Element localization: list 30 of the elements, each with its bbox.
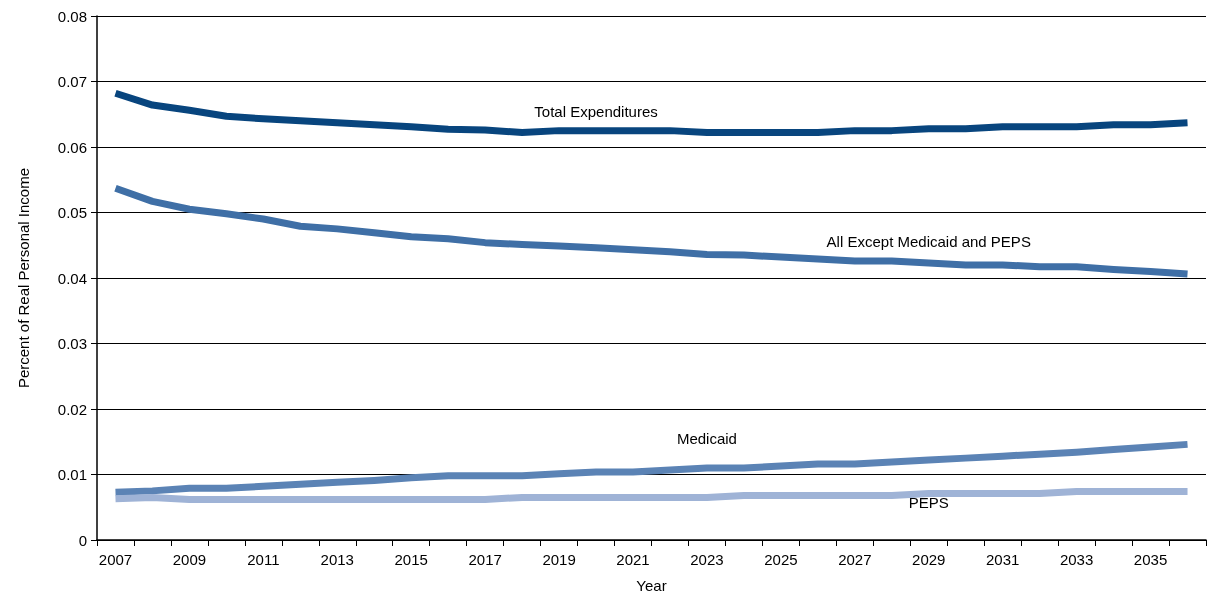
x-tick-label: 2013 bbox=[320, 551, 354, 568]
y-tick-label: 0.06 bbox=[57, 138, 87, 156]
x-tick-label: 2027 bbox=[838, 551, 872, 568]
x-tick-label: 2023 bbox=[690, 551, 724, 568]
x-tick-label: 2021 bbox=[616, 551, 650, 568]
x-tick-label: 2025 bbox=[764, 551, 798, 568]
series-label: All Except Medicaid and PEPS bbox=[826, 232, 1031, 250]
series-label: PEPS bbox=[908, 494, 949, 512]
x-tick-label: 2033 bbox=[1059, 551, 1094, 568]
y-tick-label: 0.05 bbox=[57, 204, 87, 221]
series-label: Total Expenditures bbox=[534, 102, 658, 120]
x-tick-label: 2011 bbox=[247, 551, 280, 568]
x-axis-title: Year bbox=[636, 577, 667, 594]
y-tick-label: 0.07 bbox=[57, 73, 87, 90]
x-tick-label: 2015 bbox=[394, 551, 428, 568]
y-axis-title: Percent of Real Personal Income bbox=[15, 167, 32, 389]
y-tick-label: 0.04 bbox=[57, 269, 87, 287]
y-tick-label: 0.01 bbox=[57, 466, 87, 483]
x-tick-label: 2017 bbox=[468, 551, 502, 568]
x-tick-label: 2035 bbox=[1133, 551, 1168, 568]
x-tick-label: 2019 bbox=[542, 551, 576, 568]
y-tick-label: 0.03 bbox=[57, 335, 87, 352]
x-tick-label: 2029 bbox=[912, 551, 946, 568]
y-tick-label: 0 bbox=[78, 531, 87, 549]
y-tick-label: 0.08 bbox=[57, 7, 87, 25]
x-tick-label: 2031 bbox=[986, 551, 1020, 568]
x-tick-label: 2007 bbox=[98, 551, 133, 568]
series-label: Medicaid bbox=[676, 429, 737, 447]
y-tick-label: 0.02 bbox=[57, 400, 87, 418]
x-tick-label: 2009 bbox=[172, 551, 207, 568]
